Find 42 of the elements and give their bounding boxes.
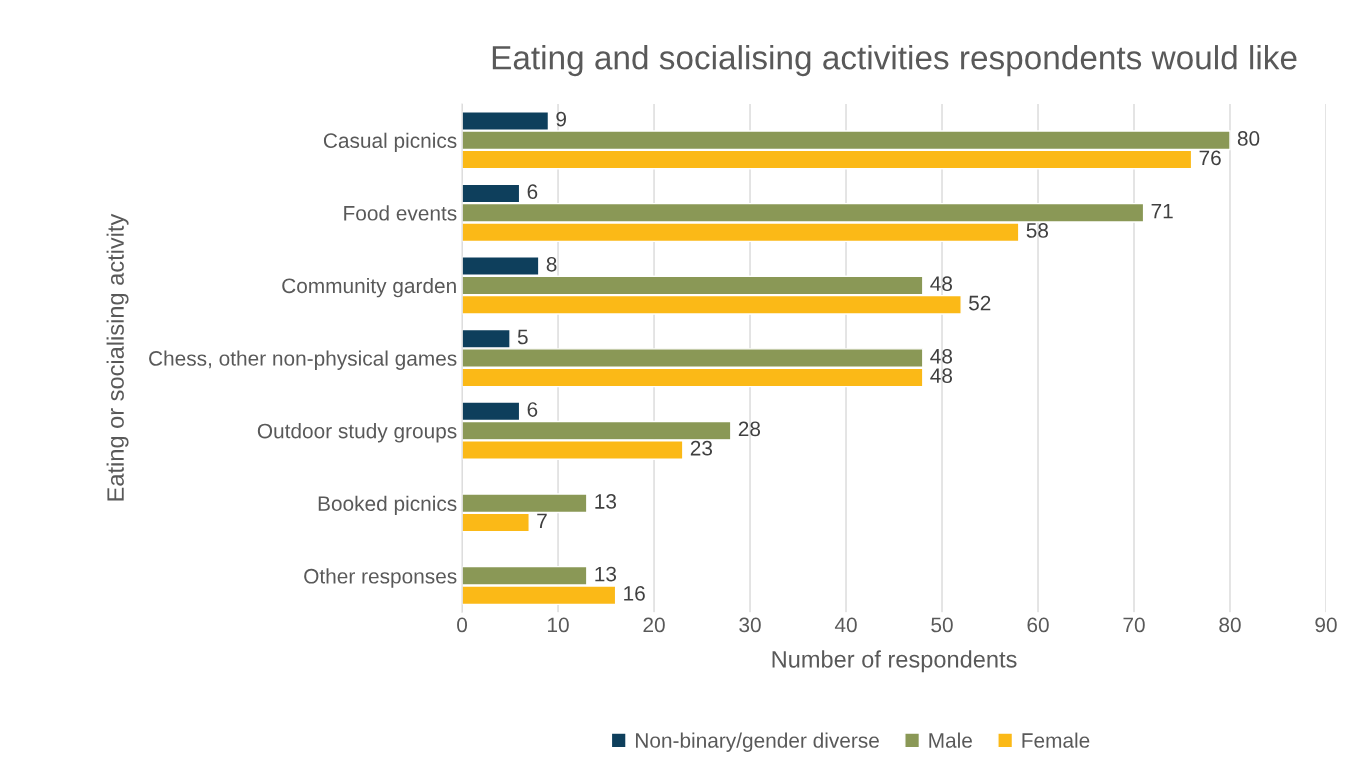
data-label: 52: [968, 295, 991, 311]
data-label: 16: [624, 586, 645, 601]
data-label: 13: [595, 566, 617, 582]
data-label: 76: [1199, 150, 1221, 166]
data-label: 80: [1237, 131, 1260, 146]
chart-title: Eating and socialising activities respondents would like: [492, 45, 1297, 77]
data-label: 48: [930, 368, 953, 383]
y-tick-label: Casual picnics: [323, 132, 457, 153]
legend-label: Non-binary/gender diverse: [636, 732, 879, 752]
x-tick-label: 80: [1219, 617, 1241, 633]
x-tick-label: 90: [1315, 617, 1337, 633]
y-axis-title: Eating or socialising activity: [106, 213, 129, 501]
data-label: 6: [527, 184, 538, 200]
data-label: 13: [595, 494, 617, 509]
legend-label: Female: [1022, 732, 1090, 748]
data-label: 23: [690, 440, 713, 456]
data-label: 8: [546, 256, 557, 272]
data-label: 9: [556, 111, 566, 127]
x-tick-label: 30: [739, 617, 761, 633]
data-label: 5: [517, 329, 528, 345]
x-tick-label: 20: [643, 617, 665, 633]
y-tick-label: Chess, other non-physical games: [149, 350, 457, 370]
y-tick-label: Food events: [344, 205, 457, 221]
data-label: 71: [1151, 203, 1173, 219]
x-tick-label: 70: [1123, 617, 1145, 633]
data-label: 6: [527, 402, 538, 417]
y-tick-label: Booked picnics: [318, 495, 457, 516]
data-label: 28: [738, 421, 761, 437]
x-tick-label: 40: [834, 617, 857, 633]
x-axis-title: Number of respondents: [772, 650, 1017, 673]
data-label: 48: [930, 348, 953, 364]
x-tick-label: 0: [457, 617, 468, 633]
legend-label: Male: [929, 732, 972, 748]
data-label: 7: [537, 513, 547, 528]
y-tick-label: Other responses: [304, 568, 457, 588]
x-tick-label: 10: [548, 617, 569, 633]
x-tick-label: 50: [931, 617, 953, 633]
y-tick-label: Community garden: [282, 277, 456, 298]
data-label: 48: [930, 276, 953, 292]
x-tick-label: 60: [1027, 617, 1049, 633]
data-label: 58: [1026, 223, 1049, 238]
y-tick-label: Outdoor study groups: [257, 423, 457, 443]
